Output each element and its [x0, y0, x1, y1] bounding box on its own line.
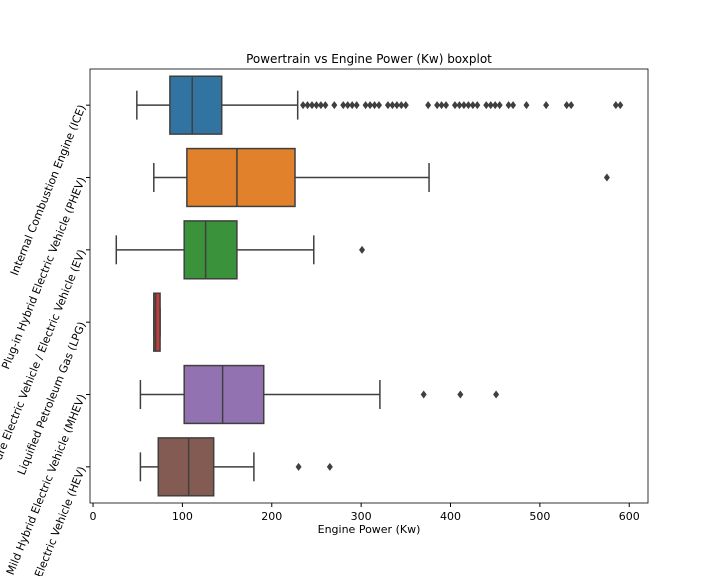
box [169, 75, 223, 135]
outlier [384, 101, 391, 110]
x-tick-label: 200 [261, 510, 282, 523]
outlier [362, 101, 369, 110]
outlier [457, 390, 464, 399]
outlier [474, 101, 481, 110]
outlier [523, 101, 530, 110]
box [183, 220, 238, 280]
outlier [483, 101, 490, 110]
outlier [492, 101, 499, 110]
outlier [496, 101, 503, 110]
box [153, 292, 161, 352]
outlier [617, 101, 624, 110]
outlier [304, 101, 311, 110]
outlier [359, 245, 366, 254]
outlier [456, 101, 463, 110]
x-tick-label: 600 [619, 510, 640, 523]
outlier [349, 101, 356, 110]
outlier [510, 101, 517, 110]
outlier [340, 101, 347, 110]
outlier [563, 101, 570, 110]
outlier [493, 390, 500, 399]
outlier [402, 101, 409, 110]
outlier [308, 101, 315, 110]
box [157, 437, 215, 497]
x-tick-label: 300 [351, 510, 372, 523]
x-tick-label: 500 [529, 510, 550, 523]
outlier [300, 101, 307, 110]
outlier [487, 101, 494, 110]
outlier [465, 101, 472, 110]
outlier [376, 101, 383, 110]
plot-frame [89, 68, 649, 504]
outlier [353, 101, 360, 110]
outlier [344, 101, 351, 110]
outlier [317, 101, 324, 110]
x-tick-label: 400 [440, 510, 461, 523]
outlier [505, 101, 512, 110]
outlier [295, 462, 302, 471]
outlier [420, 390, 427, 399]
outlier [469, 101, 476, 110]
box [186, 147, 296, 208]
outlier [331, 101, 338, 110]
outlier [313, 101, 320, 110]
outlier [603, 173, 610, 182]
outlier [451, 101, 458, 110]
outlier [393, 101, 400, 110]
outlier [398, 101, 405, 110]
outlier [434, 101, 441, 110]
x-axis-label: Engine Power (Kw) [318, 523, 421, 536]
outlier [543, 101, 550, 110]
outlier [460, 101, 467, 110]
outlier [371, 101, 378, 110]
outlier [425, 101, 432, 110]
outlier [612, 101, 619, 110]
outlier [443, 101, 450, 110]
box [183, 364, 265, 425]
outlier [322, 101, 329, 110]
x-tick-label: 0 [90, 510, 97, 523]
outlier [326, 462, 333, 471]
outlier [568, 101, 575, 110]
x-tick-label: 100 [172, 510, 193, 523]
outlier [389, 101, 396, 110]
outlier [367, 101, 374, 110]
chart-title: Powertrain vs Engine Power (Kw) boxplot [246, 52, 492, 66]
outlier [438, 101, 445, 110]
